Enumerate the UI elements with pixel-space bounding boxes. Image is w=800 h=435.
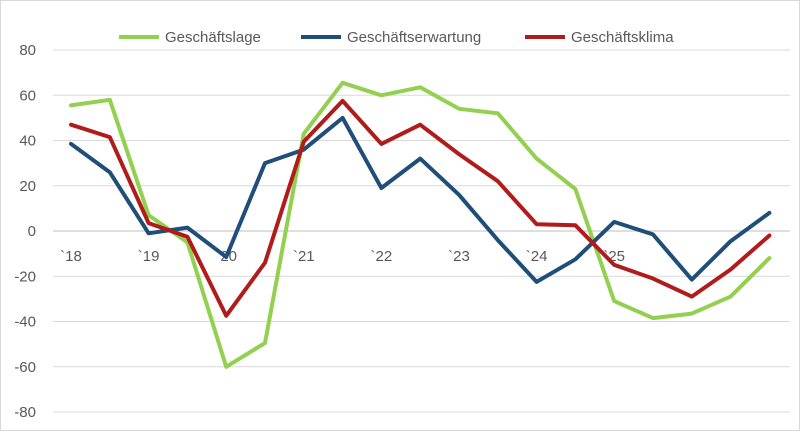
y-tick-label: -40 xyxy=(14,314,36,331)
x-axis: `18 `19 `20 `21 `22 `23 `24 `25 xyxy=(60,248,625,265)
series-line xyxy=(69,98,772,318)
y-axis: 80 60 40 20 0 -20 -40 -60 -80 xyxy=(14,42,36,421)
x-tick-label: `23 xyxy=(448,248,470,265)
legend-label: Geschäftslage xyxy=(165,29,261,46)
legend-label: Geschäftserwartung xyxy=(347,29,481,46)
legend: Geschäftslage Geschäftserwartung Geschäfts… xyxy=(119,29,674,46)
x-tick-label: `19 xyxy=(138,248,160,265)
x-tick-label: `22 xyxy=(371,248,393,265)
x-tick-label: `18 xyxy=(60,248,82,265)
y-tick-label: 20 xyxy=(19,178,36,195)
x-tick-label: `24 xyxy=(526,248,548,265)
series-lines xyxy=(69,80,772,369)
x-tick-label: `21 xyxy=(293,248,315,265)
series-line xyxy=(69,115,772,284)
y-tick-label: -20 xyxy=(14,268,36,285)
y-tick-label: 80 xyxy=(19,42,36,59)
series-line xyxy=(69,80,772,369)
y-tick-label: 0 xyxy=(28,223,36,240)
y-tick-label: -80 xyxy=(14,404,36,421)
y-tick-label: 60 xyxy=(19,87,36,104)
y-tick-label: -60 xyxy=(14,359,36,376)
y-tick-label: 40 xyxy=(19,133,36,150)
legend-label: Geschäftsklima xyxy=(571,29,674,46)
